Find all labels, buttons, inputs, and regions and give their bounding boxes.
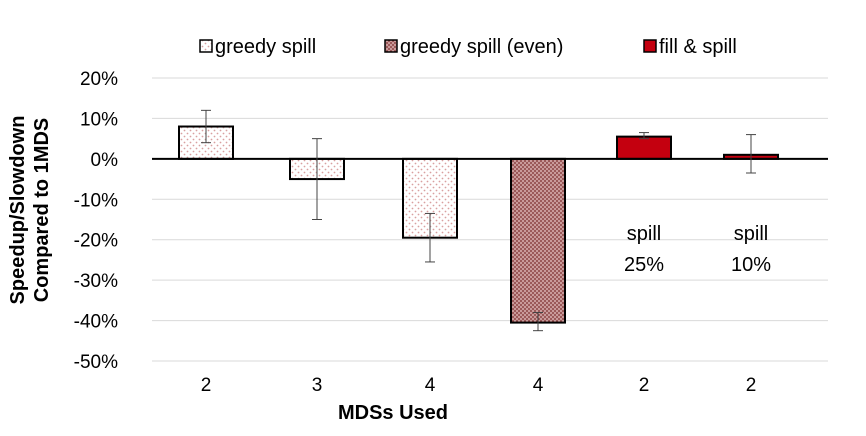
bars [178, 125, 779, 324]
error-bars [201, 109, 756, 332]
x-tick-label: 3 [312, 375, 323, 396]
x-axis-title: MDSs Used [338, 402, 448, 424]
legend: greedy spill greedy spill (even) fill & sp… [199, 36, 737, 58]
y-tick-label: -40% [74, 312, 118, 333]
x-tick-labels: 2 3 4 4 2 2 [201, 375, 757, 396]
legend-swatch [384, 39, 398, 53]
x-tick-label: 4 [425, 375, 436, 396]
annotation-label: spill [627, 223, 661, 245]
bar [510, 157, 566, 324]
y-axis-title-line-1: Speedup/Slowdown [7, 116, 29, 305]
y-axis-title-line-2: Compared to 1MDS [31, 118, 53, 302]
annotation-label: 10% [731, 254, 771, 276]
legend-swatch [199, 39, 213, 53]
error-bar [312, 138, 322, 220]
legend-label: greedy spill [215, 36, 316, 58]
legend-label: fill & spill [659, 36, 737, 58]
y-tick-label: -30% [74, 271, 118, 292]
legend-swatch [643, 39, 657, 53]
bar-annotations: spill 25% spill 10% [624, 223, 771, 276]
y-tick-label: -50% [74, 352, 118, 373]
error-bar [746, 134, 756, 174]
y-tick-labels: 20% 10% 0% -10% -20% -30% -40% -50% [74, 69, 118, 373]
error-bar [639, 132, 649, 140]
error-bar [425, 212, 435, 263]
x-tick-label: 2 [639, 375, 650, 396]
y-axis-title: Speedup/Slowdown Compared to 1MDS [7, 116, 53, 305]
annotation-label: spill [734, 223, 768, 245]
error-bar [201, 109, 211, 144]
legend-label: greedy spill (even) [400, 36, 563, 58]
y-tick-label: -10% [74, 190, 118, 211]
y-tick-label: 0% [91, 150, 119, 171]
y-tick-label: 20% [80, 69, 118, 90]
x-tick-label: 2 [201, 375, 212, 396]
gridlines [152, 77, 828, 362]
x-tick-label: 4 [533, 375, 544, 396]
bar [616, 135, 672, 160]
error-bar [533, 311, 543, 332]
y-tick-label: 10% [80, 109, 118, 130]
y-tick-label: -20% [74, 231, 118, 252]
x-tick-label: 2 [746, 375, 757, 396]
annotation-label: 25% [624, 254, 664, 276]
